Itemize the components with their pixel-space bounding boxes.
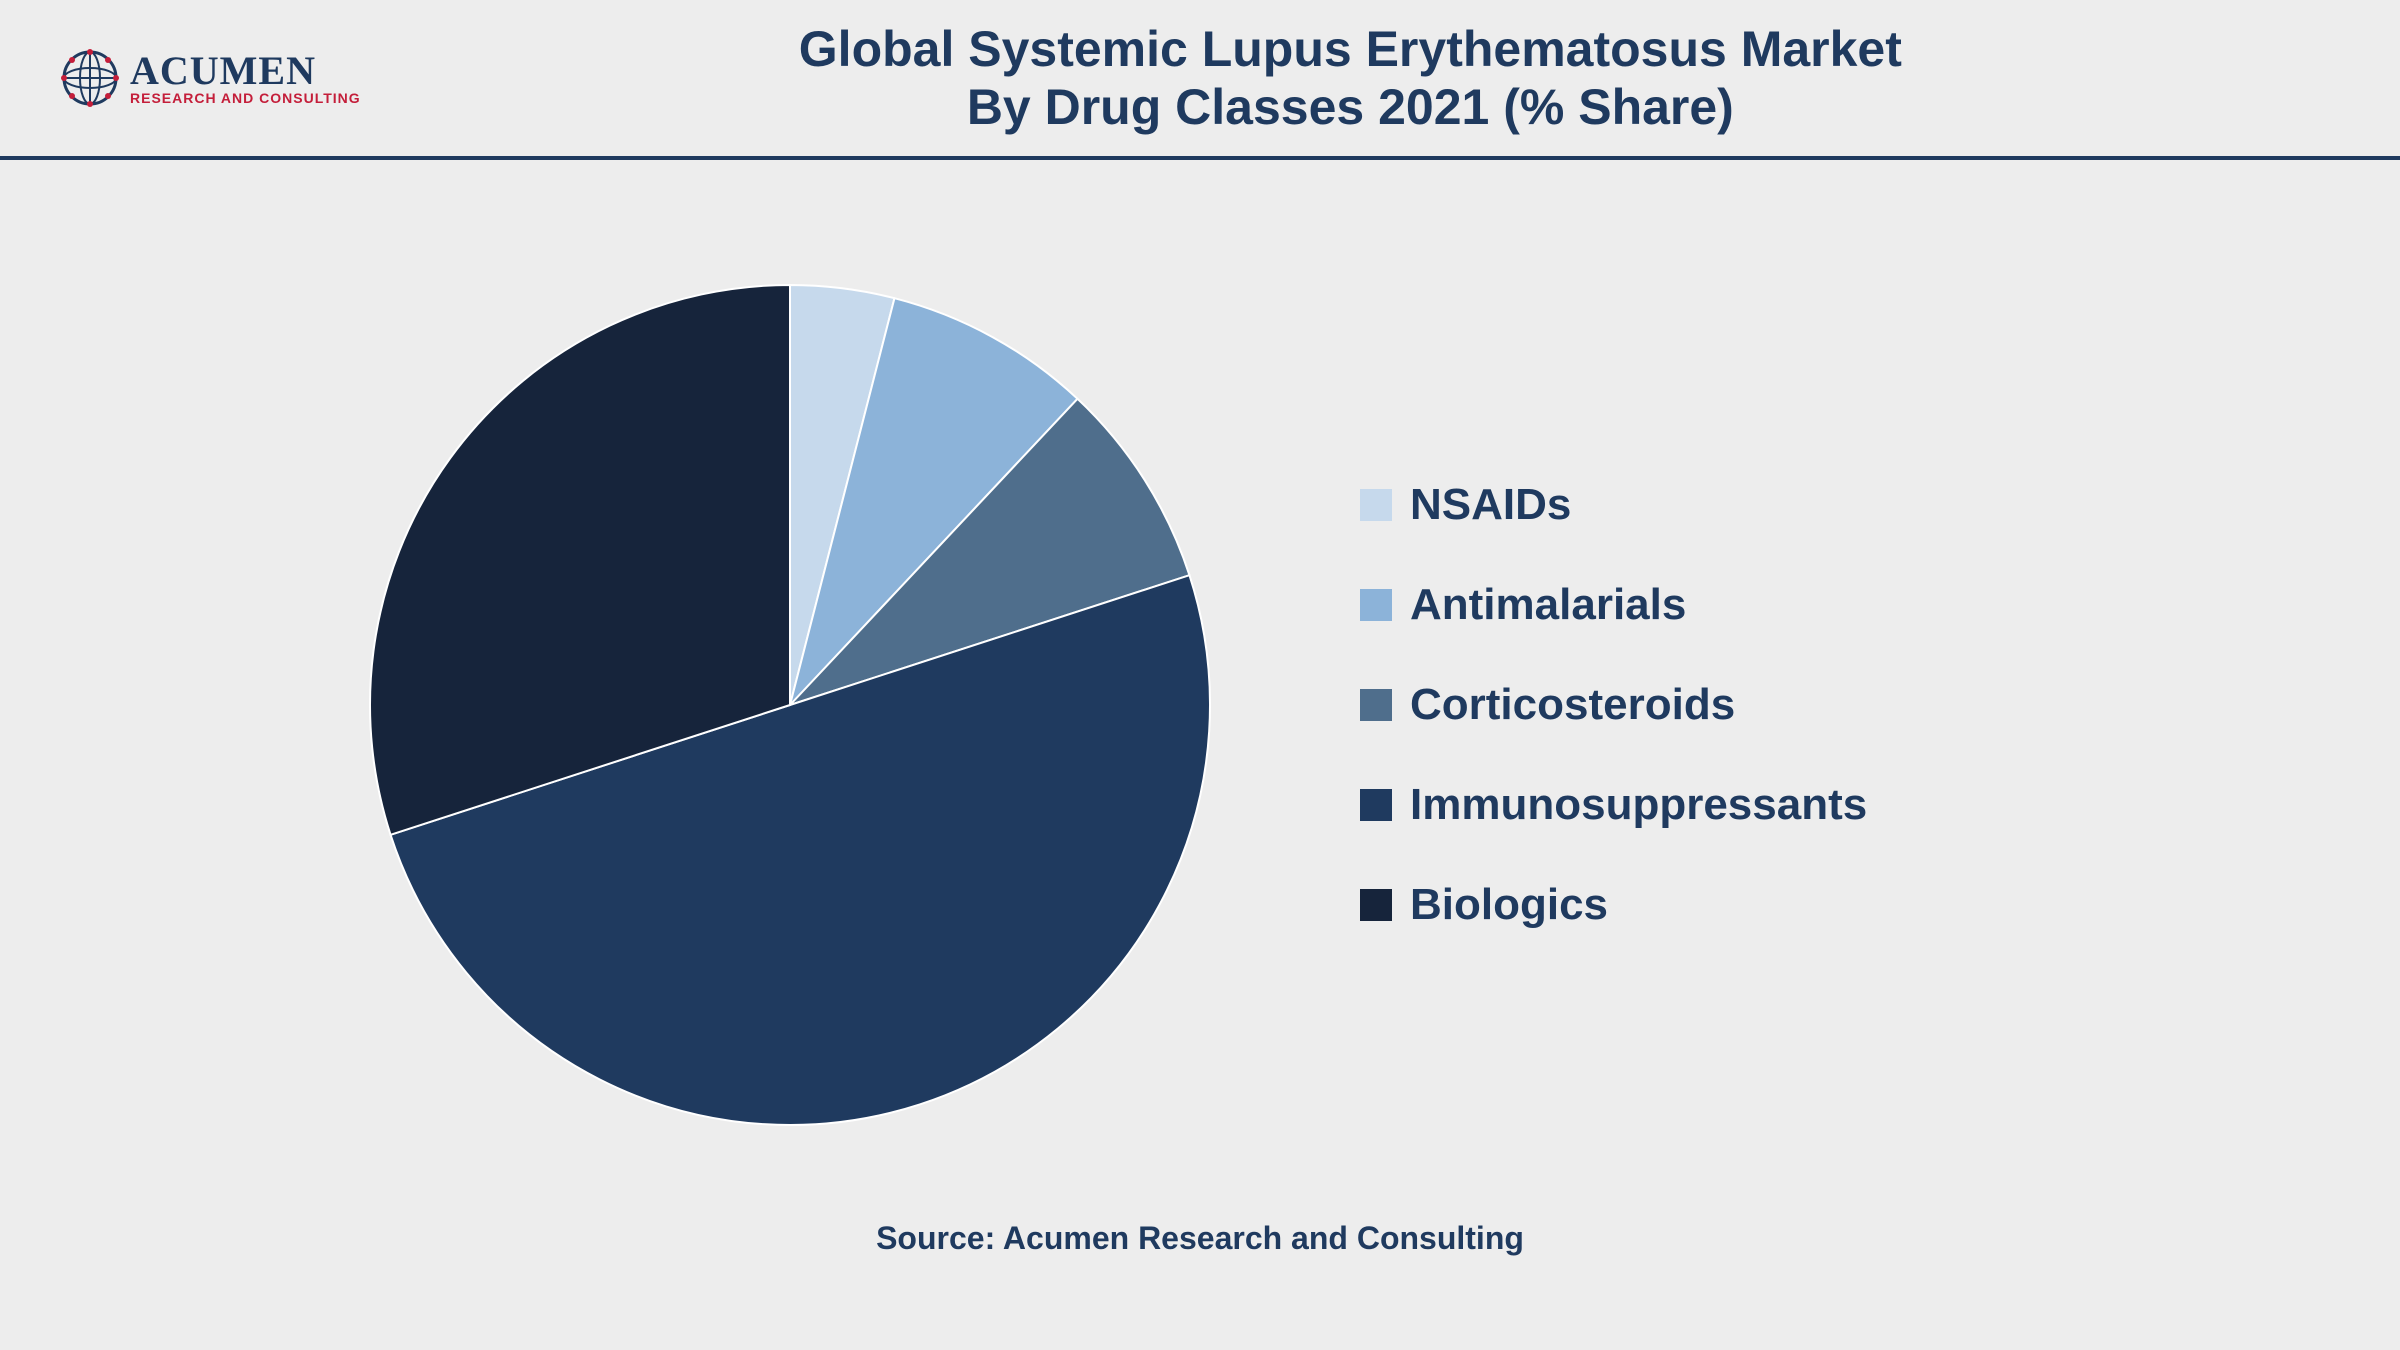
chart-area: NSAIDs Antimalarials Corticosteroids Immuno… (0, 160, 2400, 1220)
legend-swatch (1360, 489, 1392, 521)
logo: ACUMEN RESEARCH AND CONSULTING (60, 48, 361, 108)
header: ACUMEN RESEARCH AND CONSULTING Global Sy… (0, 0, 2400, 160)
pie-chart (340, 255, 1240, 1155)
globe-icon (60, 48, 120, 108)
title-line-2: By Drug Classes 2021 (% Share) (361, 78, 2340, 136)
legend-swatch (1360, 789, 1392, 821)
legend-label: NSAIDs (1410, 480, 1571, 530)
legend-item-corticosteroids: Corticosteroids (1360, 680, 1867, 730)
legend-swatch (1360, 589, 1392, 621)
logo-name: ACUMEN (130, 51, 361, 91)
legend-label: Antimalarials (1410, 580, 1686, 630)
legend-item-biologics: Biologics (1360, 880, 1867, 930)
page-title: Global Systemic Lupus Erythematosus Mark… (361, 20, 2340, 136)
logo-tagline: RESEARCH AND CONSULTING (130, 91, 361, 105)
logo-text-wrap: ACUMEN RESEARCH AND CONSULTING (130, 51, 361, 105)
legend-label: Corticosteroids (1410, 680, 1735, 730)
legend-item-antimalarials: Antimalarials (1360, 580, 1867, 630)
legend-swatch (1360, 889, 1392, 921)
source-text: Source: Acumen Research and Consulting (0, 1220, 2400, 1297)
legend-label: Biologics (1410, 880, 1608, 930)
title-line-1: Global Systemic Lupus Erythematosus Mark… (361, 20, 2340, 78)
legend: NSAIDs Antimalarials Corticosteroids Immuno… (1360, 480, 1867, 930)
pie-svg (340, 255, 1240, 1155)
legend-label: Immunosuppressants (1410, 780, 1867, 830)
legend-swatch (1360, 689, 1392, 721)
legend-item-immunosuppressants: Immunosuppressants (1360, 780, 1867, 830)
legend-item-nsaids: NSAIDs (1360, 480, 1867, 530)
